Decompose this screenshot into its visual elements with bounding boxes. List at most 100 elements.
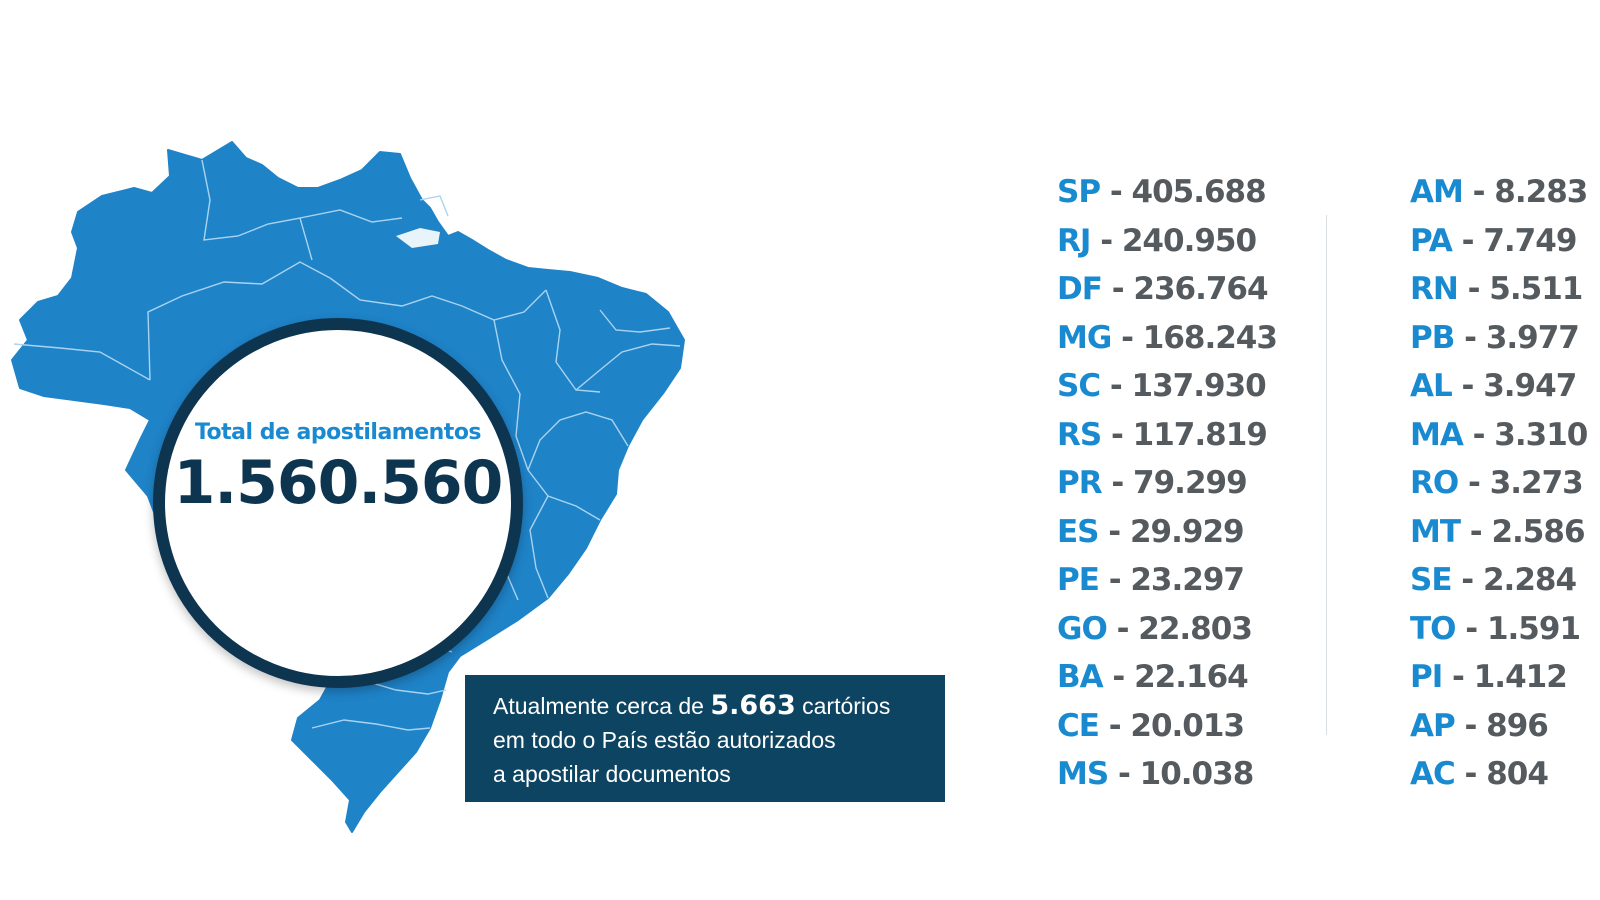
state-value: 3.947 — [1483, 368, 1577, 404]
state-row: SC - 137.930 — [1057, 362, 1277, 411]
state-value: 896 — [1486, 707, 1549, 744]
state-row: PR - 79.299 — [1057, 459, 1277, 508]
state-row: AM - 8.283 — [1410, 168, 1588, 217]
state-code: TO — [1410, 610, 1456, 647]
state-row: GO - 22.803 — [1057, 605, 1277, 654]
info-highlight-count: 5.663 — [710, 690, 796, 721]
state-separator: - — [1098, 513, 1130, 550]
state-row: BA - 22.164 — [1057, 653, 1277, 702]
state-value: 3.273 — [1489, 465, 1584, 501]
state-borders — [13, 159, 681, 731]
state-row: AP - 896 — [1410, 702, 1587, 751]
info-line-1: Atualmente cerca de 5.663 cartórios — [493, 689, 931, 723]
state-separator: - — [1451, 368, 1484, 404]
state-code: RS — [1057, 416, 1102, 453]
state-separator: - — [1102, 659, 1135, 695]
state-code: AL — [1410, 368, 1453, 404]
state-value: 10.038 — [1139, 756, 1255, 792]
state-row: TO - 1.591 — [1410, 605, 1587, 654]
state-code: SP — [1057, 174, 1101, 210]
state-row: RJ - 240.950 — [1057, 217, 1277, 266]
info-line-1-suffix: cartórios — [795, 693, 891, 719]
state-code: RJ — [1057, 222, 1091, 259]
state-separator: - — [1462, 174, 1495, 210]
state-value: 29.929 — [1129, 513, 1245, 550]
state-separator: - — [1454, 707, 1487, 744]
state-separator: - — [1100, 368, 1132, 404]
state-separator: - — [1101, 465, 1134, 501]
state-row: RN - 5.511 — [1410, 265, 1587, 314]
total-label: Total de apostilamentos — [194, 420, 482, 445]
state-code: MG — [1057, 319, 1112, 356]
state-code: PI — [1410, 659, 1443, 695]
state-row: DF - 236.764 — [1057, 265, 1277, 314]
state-code: MA — [1410, 416, 1464, 453]
state-value: 8.283 — [1494, 174, 1588, 210]
state-value: 1.591 — [1486, 610, 1581, 647]
state-separator: - — [1454, 319, 1486, 356]
state-separator: - — [1442, 659, 1474, 695]
state-code: CE — [1057, 707, 1100, 744]
brazil-map-area: Total de apostilamentos 1.560.560 Atualm… — [11, 141, 945, 833]
state-row: MS - 10.038 — [1057, 750, 1277, 799]
state-code: RN — [1410, 271, 1459, 307]
state-separator: - — [1108, 756, 1140, 792]
state-separator: - — [1106, 610, 1139, 647]
state-list-column-1: SP - 405.688 RJ - 240.950 DF - 236.764 M… — [1057, 168, 1278, 799]
state-code: RO — [1410, 465, 1459, 501]
state-separator: - — [1090, 222, 1122, 259]
state-code: AP — [1410, 707, 1456, 744]
state-value: 804 — [1486, 756, 1549, 792]
state-value: 5.511 — [1489, 271, 1583, 307]
state-code: PB — [1410, 319, 1455, 356]
state-row: RO - 3.273 — [1410, 459, 1587, 508]
state-separator: - — [1454, 756, 1487, 792]
state-value: 23.297 — [1130, 562, 1245, 598]
state-row: CE - 20.013 — [1057, 702, 1277, 751]
state-separator: - — [1451, 562, 1483, 598]
river-mouth-island — [396, 228, 440, 248]
state-row: PI - 1.412 — [1410, 653, 1587, 702]
state-code: MS — [1057, 756, 1109, 792]
state-separator: - — [1460, 513, 1492, 550]
total-circle: Total de apostilamentos 1.560.560 — [153, 318, 523, 688]
info-line-2: em todo o País estão autorizados — [493, 727, 836, 753]
state-list-column-2: AM - 8.283 PA - 7.749 RN - 5.511 PB - 3.… — [1410, 168, 1588, 799]
info-line-1-prefix: Atualmente cerca de — [493, 693, 711, 719]
state-value: 236.764 — [1133, 271, 1268, 307]
state-code: AM — [1410, 174, 1464, 210]
state-row: MA - 3.310 — [1410, 411, 1588, 460]
state-code: SE — [1410, 562, 1453, 598]
state-value: 2.586 — [1491, 513, 1585, 550]
state-row: PA - 7.749 — [1410, 217, 1587, 266]
state-row: SE - 2.284 — [1410, 556, 1587, 605]
state-separator: - — [1457, 271, 1490, 307]
state-separator: - — [1462, 416, 1495, 453]
state-row: SP - 405.688 — [1057, 168, 1277, 217]
state-code: PR — [1057, 465, 1103, 501]
state-value: 7.749 — [1483, 222, 1577, 259]
state-value: 405.688 — [1131, 174, 1267, 210]
state-code: PE — [1057, 562, 1100, 598]
state-value: 117.819 — [1132, 416, 1268, 453]
state-row: PE - 23.297 — [1057, 556, 1277, 605]
state-row: AL - 3.947 — [1410, 362, 1587, 411]
state-separator: - — [1458, 465, 1490, 501]
state-row: MG - 168.243 — [1057, 314, 1278, 363]
state-row: RS - 117.819 — [1057, 411, 1277, 460]
state-code: PA — [1410, 222, 1453, 259]
state-value: 3.310 — [1494, 416, 1588, 453]
state-code: SC — [1057, 368, 1101, 404]
state-separator: - — [1098, 707, 1131, 744]
state-separator: - — [1100, 174, 1132, 210]
state-separator: - — [1098, 562, 1131, 598]
state-value: 1.412 — [1473, 659, 1568, 695]
state-code: BA — [1057, 659, 1104, 695]
state-separator: - — [1455, 610, 1487, 647]
info-box: Atualmente cerca de 5.663 cartórios em t… — [465, 675, 945, 802]
state-value: 137.930 — [1131, 368, 1267, 404]
state-row: PB - 3.977 — [1410, 314, 1587, 363]
state-value: 168.243 — [1142, 319, 1278, 356]
state-separator: - — [1451, 222, 1484, 259]
state-value: 79.299 — [1133, 465, 1248, 501]
